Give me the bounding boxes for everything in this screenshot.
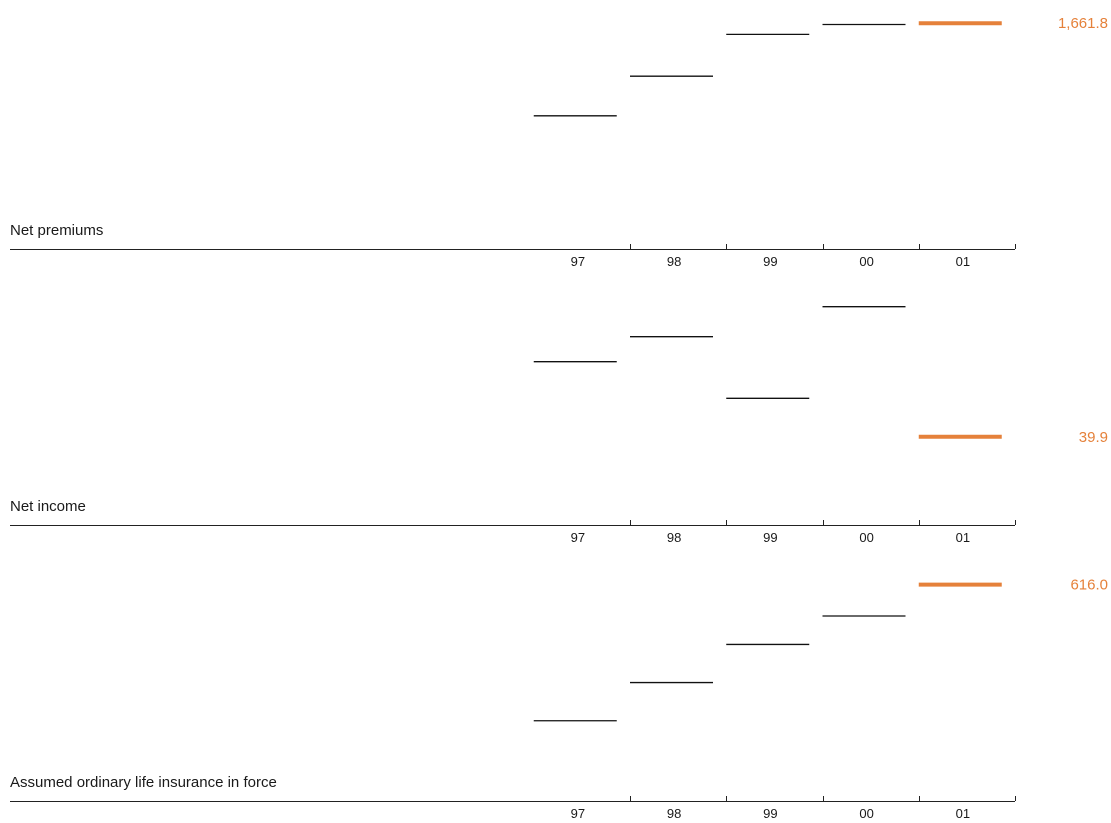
x-tick-label: 99	[763, 806, 777, 821]
x-tick-label: 00	[859, 806, 873, 821]
x-tick-label: 00	[859, 254, 873, 269]
x-tick-label: 98	[667, 530, 681, 545]
x-tick-label: 97	[571, 530, 585, 545]
highlight-value-label: 39.9	[1079, 429, 1108, 446]
x-tick-label: 98	[667, 806, 681, 821]
highlight-value-label: 616.0	[1070, 577, 1108, 594]
highlight-value-label: 1,661.8	[1058, 15, 1108, 32]
x-tick-label: 01	[956, 530, 970, 545]
x-tick-label: 01	[956, 806, 970, 821]
chart-panel-2: Net income 97 98 99 00 01 39.9	[10, 306, 1108, 545]
x-tick-label: 01	[956, 254, 970, 269]
chart-title: Net income	[10, 498, 86, 515]
x-tick-label: 97	[571, 806, 585, 821]
chart-title: Net premiums	[10, 222, 103, 239]
chart-panel-3: Assumed ordinary life insurance in force…	[10, 577, 1108, 821]
x-tick-label: 98	[667, 254, 681, 269]
x-tick-label: 99	[763, 530, 777, 545]
chart-panel-1: Net premiums 97 98 99 00 01 1,661.8	[10, 15, 1108, 269]
x-tick-label: 99	[763, 254, 777, 269]
x-tick-label: 00	[859, 530, 873, 545]
chart-title: Assumed ordinary life insurance in force	[10, 774, 277, 791]
x-tick-label: 97	[571, 254, 585, 269]
